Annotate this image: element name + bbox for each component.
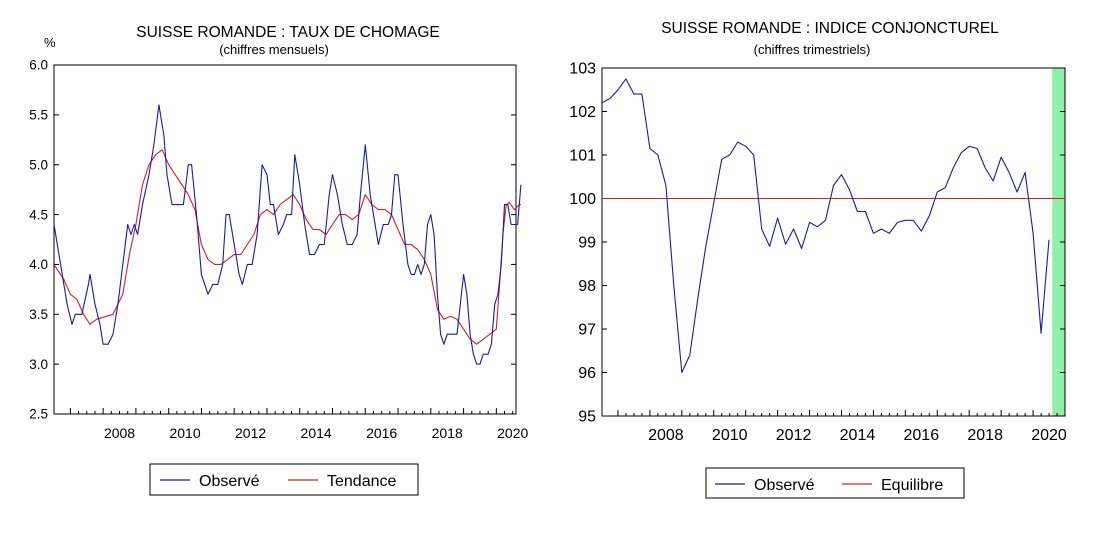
y-tick-label: 98 <box>578 278 596 295</box>
y-tick-label: 3.5 <box>29 307 48 322</box>
y-tick-label: 2.5 <box>29 407 48 422</box>
y-axis-unit-label: % <box>44 35 56 50</box>
x-tick-label: 2010 <box>169 425 200 441</box>
x-tick-label: 2018 <box>432 425 463 441</box>
y-tick-label: 102 <box>569 104 596 121</box>
x-tick-label: 2012 <box>776 427 812 444</box>
x-tick-label: 2018 <box>967 427 1003 444</box>
y-tick-label: 5.5 <box>29 108 48 123</box>
x-tick-label: 2016 <box>904 427 940 444</box>
economic-index-chart: SUISSE ROMANDE : INDICE CONJONCTUREL (ch… <box>569 20 1067 499</box>
y-tick-label: 4.0 <box>29 257 48 272</box>
legend-box <box>705 467 965 499</box>
x-tick-label: 2010 <box>712 427 748 444</box>
y-tick-label: 103 <box>569 61 596 78</box>
x-tick-label: 2020 <box>497 425 528 441</box>
x-tick-label: 2014 <box>840 427 876 444</box>
legend-label-observe: Observé <box>199 473 260 490</box>
legend-label-observe: Observé <box>754 477 815 494</box>
chart-title: SUISSE ROMANDE : TAUX DE CHOMAGE <box>136 24 439 41</box>
legend-box <box>149 463 419 496</box>
x-tick-label: 2016 <box>366 425 397 441</box>
chart-subtitle: (chiffres mensuels) <box>219 42 329 57</box>
legend: Observé Tendance <box>149 463 419 496</box>
y-tick-label: 5.0 <box>29 157 48 172</box>
x-tick-label: 2014 <box>301 425 332 441</box>
x-tick-label: 2020 <box>1031 427 1067 444</box>
y-tick-label: 6.0 <box>29 58 48 73</box>
y-tick-label: 96 <box>578 365 596 382</box>
x-tick-label: 2008 <box>104 425 135 441</box>
y-tick-label: 99 <box>578 235 596 252</box>
series-line-tendance <box>53 149 521 345</box>
y-tick-label: 95 <box>578 409 596 426</box>
legend: Observé Equilibre <box>705 467 965 499</box>
unemployment-chart: SUISSE ROMANDE : TAUX DE CHOMAGE (chiffr… <box>29 24 529 496</box>
chart-title: SUISSE ROMANDE : INDICE CONJONCTUREL <box>661 20 999 37</box>
series-line-observ <box>53 104 522 365</box>
y-tick-label: 97 <box>578 322 596 339</box>
y-tick-label: 4.5 <box>29 207 48 222</box>
x-tick-label: 2012 <box>235 425 266 441</box>
chart-subtitle: (chiffres trimestriels) <box>754 42 871 57</box>
x-tick-label: 2008 <box>648 427 684 444</box>
plot-frame <box>53 64 517 415</box>
y-tick-label: 101 <box>569 148 596 165</box>
plot-frame <box>601 67 1066 417</box>
legend-label-equilibre: Equilibre <box>881 477 943 494</box>
series-line-observ <box>601 78 1050 374</box>
legend-label-tendance: Tendance <box>327 473 396 490</box>
y-tick-label: 100 <box>569 191 596 208</box>
y-tick-label: 3.0 <box>29 357 48 372</box>
